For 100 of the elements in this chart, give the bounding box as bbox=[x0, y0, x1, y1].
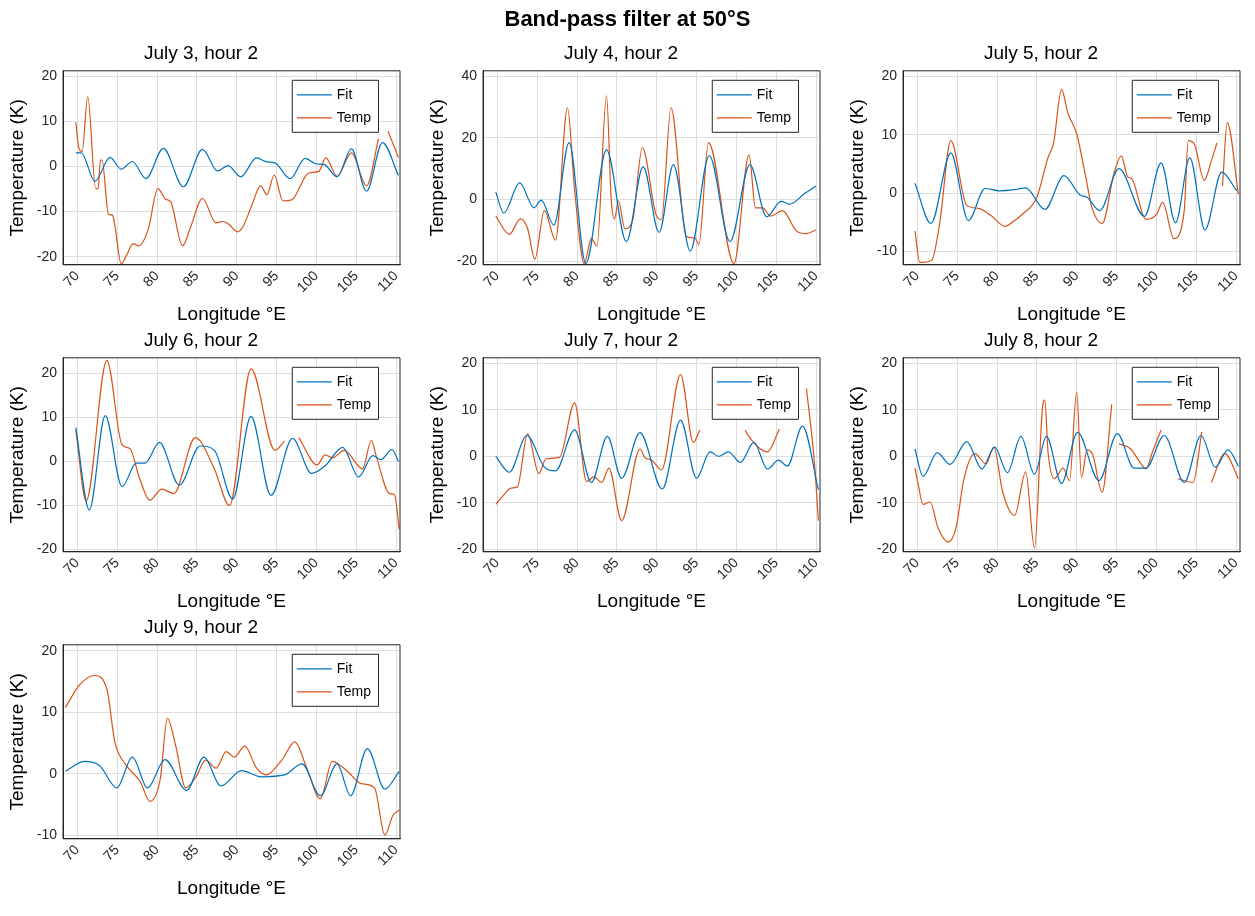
x-tick-label: 105 bbox=[333, 267, 362, 296]
x-tick-label: 90 bbox=[1059, 267, 1082, 290]
x-axis-title: Longitude °E bbox=[597, 589, 707, 611]
y-tick-label: 20 bbox=[41, 641, 58, 658]
x-axis-title: Longitude °E bbox=[177, 302, 287, 324]
y-tick-label: -10 bbox=[36, 825, 58, 842]
y-tick-label: 0 bbox=[889, 447, 898, 464]
x-tick-label: 75 bbox=[99, 841, 123, 864]
x-tick-label: 75 bbox=[99, 267, 123, 290]
y-axis-title: Temperature (K) bbox=[845, 99, 867, 237]
legend-label: Fit bbox=[336, 85, 353, 102]
x-tick-label: 100 bbox=[293, 267, 322, 296]
y-tick-label: 10 bbox=[41, 408, 58, 425]
x-tick-label: 70 bbox=[59, 267, 83, 290]
legend-label: Fit bbox=[336, 659, 353, 676]
legend-label: Fit bbox=[336, 372, 353, 389]
x-tick-label: 95 bbox=[1099, 267, 1122, 290]
x-tick-label: 85 bbox=[599, 267, 622, 290]
x-tick-label: 105 bbox=[333, 841, 362, 870]
line-series bbox=[914, 152, 1238, 231]
chart-title: July 6, hour 2 bbox=[143, 328, 259, 350]
x-axis-title: Longitude °E bbox=[177, 876, 287, 898]
x-tick-label: 70 bbox=[59, 841, 83, 864]
line-series bbox=[495, 141, 817, 265]
x-tick-label: 70 bbox=[899, 267, 923, 290]
x-tick-label: 105 bbox=[753, 267, 782, 296]
x-tick-label: 80 bbox=[559, 554, 583, 577]
legend-label: Temp bbox=[756, 108, 792, 125]
x-tick-label: 75 bbox=[519, 554, 543, 577]
y-axis-title: Temperature (K) bbox=[845, 386, 867, 524]
x-tick-label: 70 bbox=[899, 554, 923, 577]
x-tick-label: 95 bbox=[259, 267, 282, 290]
x-tick-label: 100 bbox=[713, 267, 742, 296]
x-tick-label: 90 bbox=[219, 267, 242, 290]
x-tick-label: 80 bbox=[979, 554, 1003, 577]
x-tick-label: 80 bbox=[139, 841, 163, 864]
x-tick-label: 85 bbox=[179, 267, 202, 290]
chart-title: July 9, hour 2 bbox=[143, 615, 259, 637]
x-tick-label: 105 bbox=[753, 554, 782, 583]
y-axis-title: Temperature (K) bbox=[425, 99, 447, 237]
x-axis-title: Longitude °E bbox=[1017, 302, 1127, 324]
x-tick-label: 80 bbox=[979, 267, 1003, 290]
legend-label: Temp bbox=[1176, 108, 1212, 125]
y-axis-title: Temperature (K) bbox=[5, 386, 27, 524]
y-tick-label: -10 bbox=[456, 493, 478, 510]
y-tick-label: 20 bbox=[461, 128, 478, 145]
x-tick-label: 95 bbox=[679, 267, 702, 290]
x-tick-label: 95 bbox=[259, 841, 282, 864]
x-tick-label: 85 bbox=[179, 841, 202, 864]
y-tick-label: -10 bbox=[876, 493, 898, 510]
y-tick-label: 40 bbox=[461, 67, 478, 84]
y-tick-label: -10 bbox=[36, 496, 58, 513]
y-axis-title: Temperature (K) bbox=[5, 99, 27, 237]
x-axis-title: Longitude °E bbox=[1017, 589, 1127, 611]
x-tick-label: 105 bbox=[1173, 267, 1202, 296]
x-tick-label: 110 bbox=[793, 267, 822, 295]
y-tick-label: 0 bbox=[49, 452, 58, 469]
y-tick-label: 0 bbox=[49, 157, 58, 174]
x-tick-label: 100 bbox=[1133, 554, 1162, 583]
chart-title: July 8, hour 2 bbox=[983, 328, 1099, 350]
y-tick-label: 10 bbox=[41, 703, 58, 720]
x-axis-title: Longitude °E bbox=[177, 589, 287, 611]
y-tick-label: -10 bbox=[876, 242, 898, 259]
line-series bbox=[75, 141, 400, 192]
legend-label: Temp bbox=[1176, 395, 1212, 412]
y-tick-label: 0 bbox=[889, 184, 898, 200]
x-tick-label: 85 bbox=[599, 554, 622, 577]
chart-title: July 4, hour 2 bbox=[563, 41, 679, 63]
legend-label: Fit bbox=[756, 372, 773, 389]
y-tick-label: 20 bbox=[41, 364, 58, 381]
y-tick-label: -20 bbox=[456, 251, 478, 268]
chart-title: July 3, hour 2 bbox=[143, 41, 259, 63]
x-tick-label: 110 bbox=[373, 267, 402, 295]
y-tick-label: 0 bbox=[469, 190, 478, 207]
line-series bbox=[495, 419, 820, 491]
x-tick-label: 70 bbox=[59, 554, 83, 577]
y-tick-label: -20 bbox=[456, 540, 478, 557]
y-tick-label: 20 bbox=[41, 67, 58, 84]
x-tick-label: 100 bbox=[293, 554, 322, 583]
x-tick-label: 90 bbox=[219, 841, 242, 864]
x-tick-label: 90 bbox=[639, 554, 662, 577]
x-tick-label: 80 bbox=[139, 554, 163, 577]
x-tick-label: 110 bbox=[793, 554, 822, 582]
y-tick-label: 20 bbox=[881, 67, 898, 84]
y-tick-label: 10 bbox=[41, 112, 58, 129]
legend-label: Fit bbox=[1176, 372, 1193, 389]
x-tick-label: 110 bbox=[1213, 554, 1242, 582]
chart-title: July 5, hour 2 bbox=[983, 41, 1099, 63]
chart-title: July 7, hour 2 bbox=[563, 328, 679, 350]
line-series bbox=[914, 431, 1240, 485]
legend-label: Temp bbox=[756, 395, 792, 412]
x-tick-label: 90 bbox=[219, 554, 242, 577]
y-tick-label: 20 bbox=[461, 354, 478, 371]
x-tick-label: 80 bbox=[559, 267, 583, 290]
line-series bbox=[75, 414, 400, 511]
y-tick-label: -20 bbox=[36, 247, 58, 264]
y-tick-label: 20 bbox=[881, 354, 898, 371]
x-tick-label: 85 bbox=[1019, 554, 1042, 577]
text: Band-pass filter at 50°S bbox=[503, 6, 752, 32]
y-tick-label: -10 bbox=[36, 202, 58, 219]
